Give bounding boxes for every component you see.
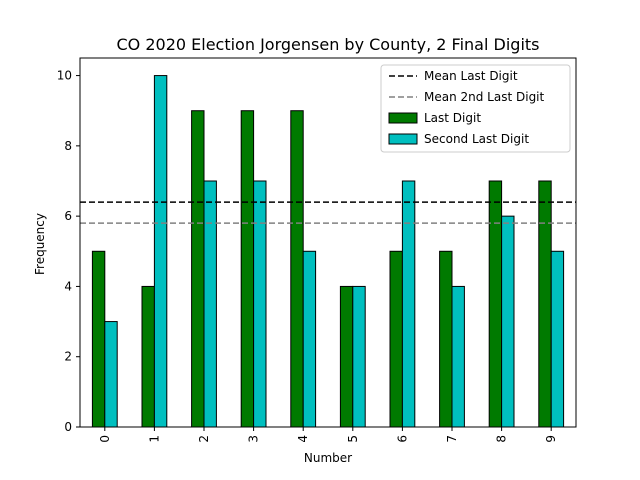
y-axis-label: Frequency bbox=[33, 213, 47, 275]
bar-second-last-digit-2 bbox=[203, 180, 217, 428]
legend-frame bbox=[380, 64, 571, 153]
x-tick-label: 1 bbox=[147, 435, 161, 443]
bar-second-last-digit-7 bbox=[451, 285, 465, 428]
legend-key-second-last-digit bbox=[388, 133, 418, 145]
x-tick-label: 3 bbox=[247, 435, 261, 443]
x-tick-label: 8 bbox=[495, 435, 509, 443]
legend-label: Last Digit bbox=[424, 111, 481, 125]
x-tick-label: 6 bbox=[395, 435, 409, 443]
bar-second-last-digit-5 bbox=[352, 285, 366, 428]
bar-last-digit-4 bbox=[290, 110, 304, 428]
bar-second-last-digit-4 bbox=[302, 250, 317, 428]
bar-last-digit-9 bbox=[538, 180, 552, 428]
bar-last-digit-0 bbox=[91, 250, 106, 428]
x-tick-label: 5 bbox=[346, 435, 360, 443]
bar-last-digit-6 bbox=[389, 250, 403, 428]
bar-last-digit-1 bbox=[141, 285, 155, 428]
reference-lines-layer bbox=[80, 201, 576, 224]
axes-layer: 0 2 4 6 8 10 0 1 2 3 4 5 6 7 8 9 bbox=[57, 57, 577, 443]
y-tick-label: 0 bbox=[64, 420, 72, 434]
x-tick-label: 2 bbox=[197, 435, 211, 443]
plot-frame bbox=[79, 57, 577, 428]
y-tick-label: 4 bbox=[64, 279, 72, 293]
bar-second-last-digit-8 bbox=[501, 215, 515, 428]
legend-label: Second Last Digit bbox=[424, 132, 529, 146]
x-tick-label: 4 bbox=[296, 435, 310, 443]
x-tick-label: 9 bbox=[544, 435, 558, 443]
legend: Mean Last Digit Mean 2nd Last Digit Last D… bbox=[380, 64, 571, 153]
x-tick-label: 7 bbox=[445, 435, 459, 443]
legend-label: Mean 2nd Last Digit bbox=[424, 90, 545, 104]
y-tick-label: 6 bbox=[64, 209, 72, 223]
y-tick-label: 2 bbox=[64, 350, 72, 364]
bar-last-digit-8 bbox=[488, 180, 503, 428]
legend-key-last-digit bbox=[388, 112, 418, 124]
legend-label: Mean Last Digit bbox=[424, 69, 518, 83]
y-tick-label: 8 bbox=[64, 139, 72, 153]
bar-last-digit-7 bbox=[439, 250, 453, 428]
bar-second-last-digit-1 bbox=[153, 75, 168, 428]
bar-second-last-digit-6 bbox=[401, 180, 416, 428]
bar-last-digit-5 bbox=[339, 285, 354, 428]
bar-second-last-digit-0 bbox=[104, 321, 118, 428]
bar-last-digit-2 bbox=[191, 110, 205, 428]
chart-title: CO 2020 Election Jorgensen by County, 2 … bbox=[116, 35, 539, 54]
bar-second-last-digit-3 bbox=[253, 180, 267, 428]
bar-last-digit-3 bbox=[240, 110, 255, 428]
x-axis-label: Number bbox=[304, 451, 352, 465]
y-tick-label: 10 bbox=[57, 69, 72, 83]
x-tick-label: 0 bbox=[98, 435, 112, 443]
bar-second-last-digit-9 bbox=[550, 250, 565, 428]
